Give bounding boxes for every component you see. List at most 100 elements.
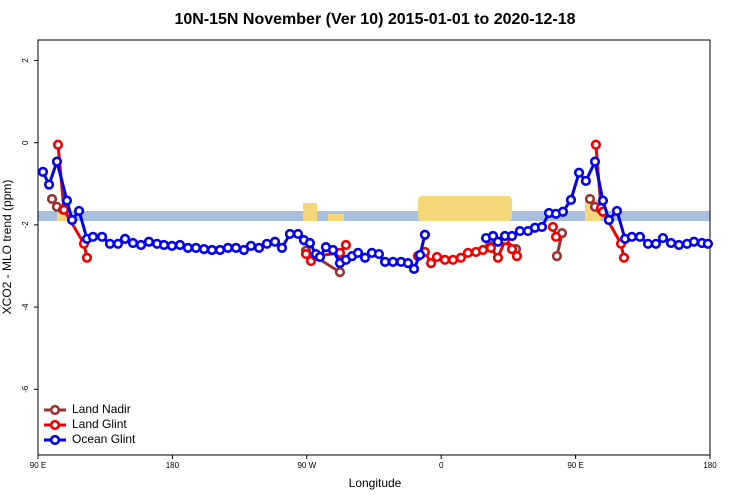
point [292,228,304,240]
point [447,254,459,265]
point [565,194,577,205]
point [514,225,525,237]
y-tick-label: -6 [21,385,30,393]
point [222,242,234,254]
point [665,237,677,249]
y-tick-label: 0 [21,140,30,145]
point [127,237,139,249]
point [455,252,467,263]
point [37,166,49,177]
point [431,251,443,263]
point [414,249,426,260]
point [506,230,518,242]
point [52,139,64,150]
point [597,195,609,206]
point [359,252,371,263]
point [477,244,489,256]
x-tick-label: 180 [703,461,717,470]
point [485,242,497,254]
point [536,221,548,233]
x-tick-label: 90 W [297,461,316,470]
point [261,238,273,249]
point [419,229,431,240]
point [245,240,257,251]
point [547,221,559,233]
point [506,244,518,255]
point [238,244,250,256]
point [58,204,70,215]
x-tick-label: 90 E [567,461,583,470]
point [253,242,265,254]
point [580,175,592,187]
point [135,239,147,251]
point [73,205,85,217]
point [314,251,326,263]
y-tick-label: -4 [21,303,30,311]
point [51,156,63,167]
point [81,252,93,263]
x-tick-label: 180 [166,461,180,470]
point [492,236,504,247]
point [119,233,131,244]
legend-label: Land Nadir [72,402,131,416]
point [198,244,210,255]
point [206,244,218,256]
point [551,251,563,262]
point [96,231,108,242]
point [43,179,55,190]
legend-marker [49,404,61,416]
point [425,258,437,269]
point [66,214,78,226]
point [557,206,569,217]
point [573,167,585,178]
point [439,254,451,265]
point [642,238,654,249]
legend-label: Land Glint [72,417,127,431]
point [634,231,646,242]
point [618,252,630,263]
x-axis-label: Longitude [349,476,402,490]
point [230,242,242,254]
point [584,193,596,205]
point [300,248,312,260]
point [657,232,669,244]
point [334,267,346,278]
point [87,231,99,242]
point [387,256,399,267]
point [182,242,194,254]
y-axis-label: XCO2 - MLO trend (ppm) [0,180,14,315]
legend-marker [49,434,61,446]
point [174,239,186,251]
point [379,256,391,267]
point [650,238,662,249]
point [269,236,281,247]
point [611,205,623,217]
point [143,236,155,247]
legend-label: Ocean Glint [72,432,136,446]
point [402,258,414,269]
point [190,242,202,254]
point [158,239,170,251]
point [511,251,523,262]
point [626,231,637,242]
point [46,193,58,205]
x-tick-label: 0 [439,461,444,470]
point [702,238,714,249]
point [276,242,288,254]
legend-marker [49,419,61,431]
point [166,240,178,251]
y-tick-label: -2 [21,221,30,229]
point [492,252,504,263]
point [352,247,364,258]
x-tick-label: 90 E [30,461,46,470]
point [673,239,685,251]
point [688,236,700,247]
y-tick-label: 2 [21,58,30,63]
point [340,239,352,251]
point [112,238,124,249]
point [327,244,339,256]
point [104,238,116,249]
point [589,156,601,167]
chart-title: 10N-15N November (Ver 10) 2015-01-01 to … [174,11,575,28]
